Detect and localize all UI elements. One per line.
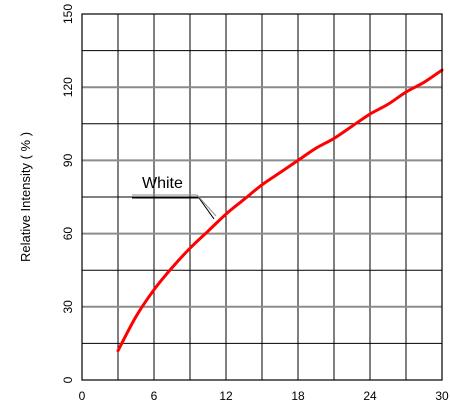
annotation: White: [132, 175, 217, 220]
y-tick-label: 30: [61, 300, 75, 314]
y-tick-label: 150: [61, 4, 75, 24]
y-tick-label: 60: [61, 227, 75, 241]
x-tick-labels: 0 6 12 18 24 30: [79, 389, 449, 403]
x-tick-label: 0: [79, 389, 86, 403]
x-tick-label: 30: [435, 389, 449, 403]
x-tick-label: 18: [291, 389, 305, 403]
annotation-leader-line: [132, 197, 215, 220]
series-layer: [116, 68, 444, 353]
grid: [82, 14, 442, 380]
y-tick-label: 0: [61, 376, 75, 383]
x-tick-label: 24: [363, 389, 377, 403]
annotation-label: White: [142, 175, 183, 192]
x-tick-label: 12: [219, 389, 233, 403]
y-axis-label: Relative Intensity ( % ): [18, 132, 33, 262]
y-tick-labels: 0 30 60 90 120 150: [61, 4, 75, 384]
series-line-white: [116, 68, 444, 353]
plot-frame: [81, 13, 443, 381]
y-tick-label: 90: [61, 153, 75, 167]
y-tick-label: 120: [61, 77, 75, 97]
x-tick-label: 6: [151, 389, 158, 403]
annotation-leader-line-shadow: [132, 194, 217, 217]
